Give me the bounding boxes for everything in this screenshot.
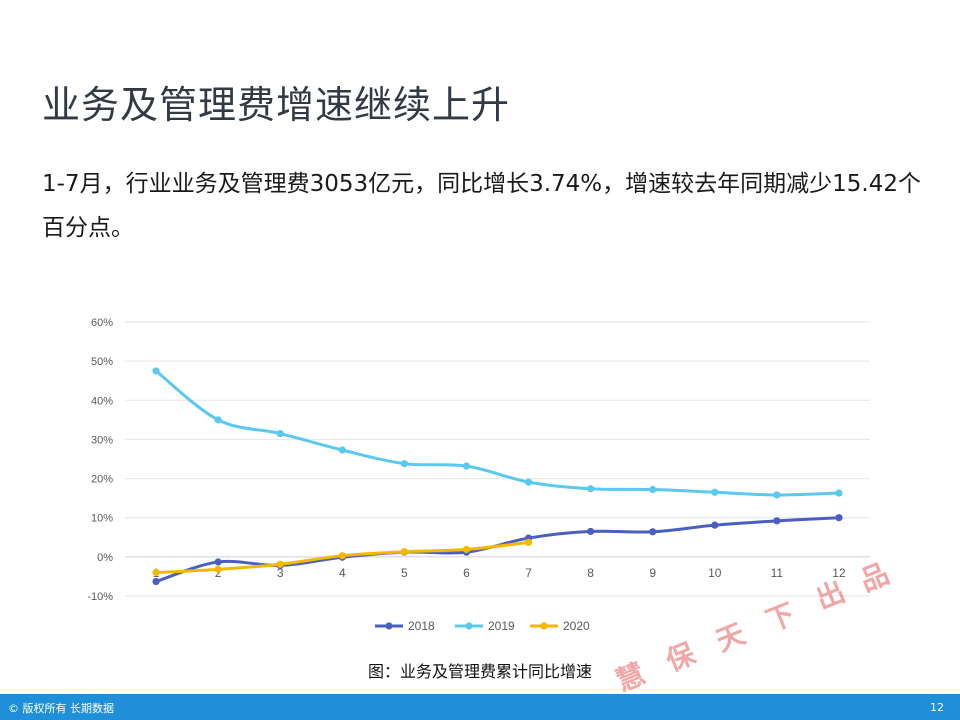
x-tick-label: 3 — [277, 566, 284, 580]
legend-label: 2019 — [488, 619, 515, 633]
data-point-2019 — [152, 367, 160, 375]
data-point-2019 — [587, 485, 595, 493]
copyright-text: © 版权所有 长期数据 — [8, 702, 114, 715]
data-point-2020 — [524, 538, 533, 546]
data-point-2018 — [152, 577, 160, 586]
data-point-2018 — [649, 528, 657, 536]
x-tick-label: 8 — [587, 566, 594, 580]
y-tick-label: 0% — [97, 552, 113, 564]
x-tick-label: 10 — [708, 566, 722, 580]
y-tick-label: 50% — [91, 356, 113, 368]
series-line-2018 — [154, 516, 841, 584]
chart-caption: 图：业务及管理费累计同比增速 — [367, 662, 592, 681]
data-point-2019 — [524, 478, 533, 486]
data-point-2020 — [338, 552, 346, 560]
data-point-2019 — [462, 462, 471, 470]
growth-line-chart: -10%0%10%20%30%40%50%60%1234567891011122… — [87, 317, 870, 633]
legend-label: 2020 — [563, 619, 590, 633]
data-point-2018 — [587, 527, 595, 536]
legend-marker — [465, 622, 473, 630]
data-point-2019 — [835, 489, 843, 497]
x-tick-label: 4 — [339, 566, 346, 580]
y-tick-label: 40% — [91, 395, 113, 407]
x-tick-label: 7 — [525, 566, 532, 580]
data-point-2019 — [338, 446, 346, 454]
page-number: 12 — [930, 701, 944, 714]
data-point-2019 — [711, 488, 719, 496]
x-tick-label: 9 — [649, 566, 656, 580]
x-tick-label: 5 — [401, 566, 408, 580]
y-tick-label: -10% — [87, 591, 113, 603]
data-point-2019 — [276, 429, 284, 438]
data-point-2019 — [773, 491, 781, 499]
x-tick-label: 11 — [771, 566, 784, 580]
data-point-2019 — [649, 485, 657, 494]
y-tick-label: 60% — [91, 317, 113, 329]
data-point-2020 — [400, 548, 408, 556]
data-point-2020 — [214, 565, 222, 573]
data-point-2019 — [214, 416, 222, 424]
data-point-2018 — [214, 558, 222, 566]
data-point-2019 — [400, 460, 408, 468]
data-point-2020 — [276, 560, 284, 568]
y-tick-label: 10% — [91, 513, 113, 525]
data-point-2020 — [462, 545, 471, 554]
y-tick-label: 30% — [91, 434, 113, 446]
legend-marker — [385, 622, 393, 630]
legend-label: 2018 — [408, 619, 435, 633]
data-point-2018 — [835, 514, 843, 522]
x-tick-label: 6 — [463, 566, 470, 580]
y-tick-label: 20% — [91, 474, 113, 486]
data-point-2018 — [711, 521, 719, 529]
data-point-2020 — [152, 568, 160, 577]
legend-marker — [540, 622, 548, 630]
x-tick-label: 12 — [832, 566, 846, 580]
page-title: 业务及管理费增速继续上升 — [42, 83, 511, 127]
data-point-2018 — [773, 517, 781, 525]
summary-text: 1-7月，行业业务及管理费3053亿元，同比增长3.74%，增速较去年同期减少1… — [42, 171, 922, 241]
footer-bar: © 版权所有 长期数据 12 — [0, 694, 960, 720]
series-line-2019 — [154, 369, 841, 497]
